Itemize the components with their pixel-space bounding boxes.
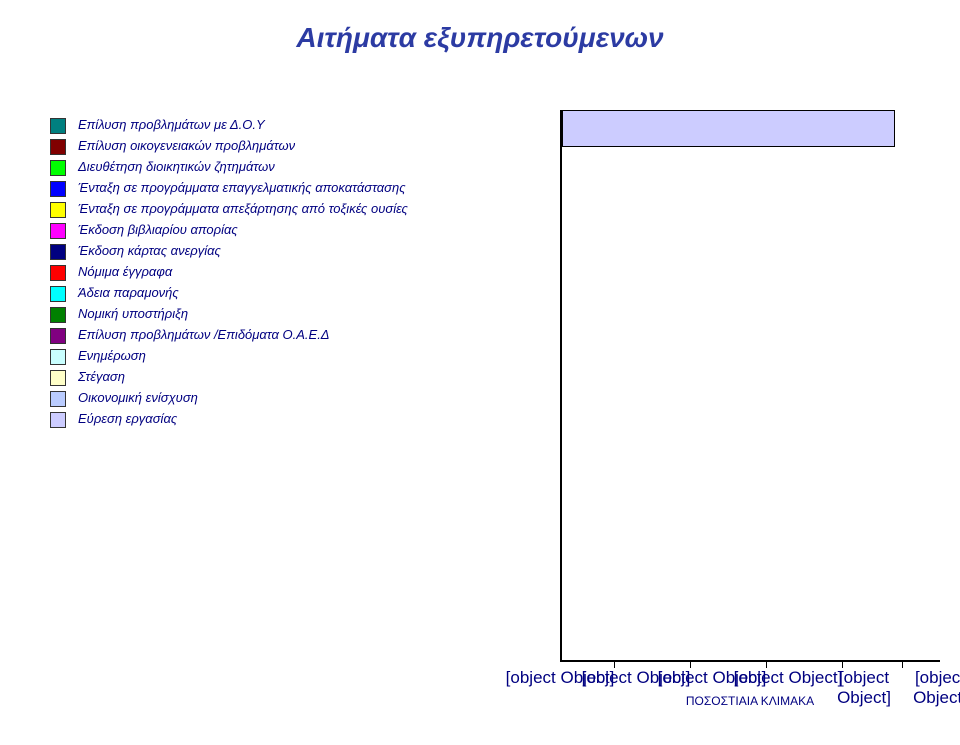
legend-item: Νομική υποστήριξη bbox=[50, 306, 408, 323]
legend-swatch bbox=[50, 118, 66, 134]
legend-item: Στέγαση bbox=[50, 369, 408, 386]
legend-item: Ένταξη σε προγράμματα επαγγελματικής απο… bbox=[50, 180, 408, 197]
bar bbox=[562, 110, 895, 147]
legend-label: Στέγαση bbox=[78, 369, 125, 384]
legend-swatch bbox=[50, 328, 66, 344]
legend-swatch bbox=[50, 286, 66, 302]
tick-label: [object Object] bbox=[826, 668, 902, 708]
legend-swatch bbox=[50, 181, 66, 197]
legend-label: Ένταξη σε προγράμματα απεξάρτησης από το… bbox=[78, 201, 408, 216]
legend-swatch bbox=[50, 223, 66, 239]
legend-label: Άδεια παραμονής bbox=[78, 285, 179, 300]
legend-item: Επίλυση προβλημάτων με Δ.Ο.Υ bbox=[50, 117, 408, 134]
plot-area bbox=[560, 110, 940, 662]
legend-swatch bbox=[50, 370, 66, 386]
legend: Επίλυση προβλημάτων με Δ.Ο.Υ Επίλυση οικ… bbox=[50, 117, 408, 432]
legend-item: Ένταξη σε προγράμματα απεξάρτησης από το… bbox=[50, 201, 408, 218]
chart-title: Αιτήματα εξυπηρετούμενων bbox=[0, 22, 960, 54]
legend-swatch bbox=[50, 391, 66, 407]
legend-item: Επίλυση προβλημάτων /Επιδόματα Ο.Α.Ε.Δ bbox=[50, 327, 408, 344]
tick-label: [object Object] bbox=[913, 668, 960, 708]
legend-label: Οικονομική ενίσχυση bbox=[78, 390, 198, 405]
legend-item: Ενημέρωση bbox=[50, 348, 408, 365]
legend-swatch bbox=[50, 349, 66, 365]
x-tick: [object Object] bbox=[940, 662, 960, 708]
legend-swatch bbox=[50, 139, 66, 155]
legend-label: Επίλυση προβλημάτων /Επιδόματα Ο.Α.Ε.Δ bbox=[78, 327, 330, 342]
legend-label: Επίλυση προβλημάτων με Δ.Ο.Υ bbox=[78, 117, 265, 132]
legend-item: Εύρεση εργασίας bbox=[50, 411, 408, 428]
legend-swatch bbox=[50, 244, 66, 260]
legend-item: Άδεια παραμονής bbox=[50, 285, 408, 302]
legend-swatch bbox=[50, 412, 66, 428]
legend-label: Νόμιμα έγγραφα bbox=[78, 264, 172, 279]
legend-item: Νόμιμα έγγραφα bbox=[50, 264, 408, 281]
legend-swatch bbox=[50, 265, 66, 281]
bar-slot bbox=[562, 110, 940, 147]
legend-swatch bbox=[50, 307, 66, 323]
legend-label: Επίλυση οικογενειακών προβλημάτων bbox=[78, 138, 295, 153]
legend-swatch bbox=[50, 160, 66, 176]
legend-label: Εύρεση εργασίας bbox=[78, 411, 177, 426]
legend-label: Ένταξη σε προγράμματα επαγγελματικής απο… bbox=[78, 180, 406, 195]
legend-item: Έκδοση κάρτας ανεργίας bbox=[50, 243, 408, 260]
legend-item: Επίλυση οικογενειακών προβλημάτων bbox=[50, 138, 408, 155]
legend-label: Διευθέτηση διοικητικών ζητημάτων bbox=[78, 159, 275, 174]
legend-item: Διευθέτηση διοικητικών ζητημάτων bbox=[50, 159, 408, 176]
legend-item: Οικονομική ενίσχυση bbox=[50, 390, 408, 407]
bar-chart: [object Object] [object Object] [object … bbox=[560, 110, 940, 662]
legend-swatch bbox=[50, 202, 66, 218]
legend-label: Νομική υποστήριξη bbox=[78, 306, 188, 321]
legend-label: Έκδοση κάρτας ανεργίας bbox=[78, 243, 221, 258]
legend-label: Ενημέρωση bbox=[78, 348, 146, 363]
legend-item: Έκδοση βιβλιαρίου απορίας bbox=[50, 222, 408, 239]
legend-label: Έκδοση βιβλιαρίου απορίας bbox=[78, 222, 238, 237]
